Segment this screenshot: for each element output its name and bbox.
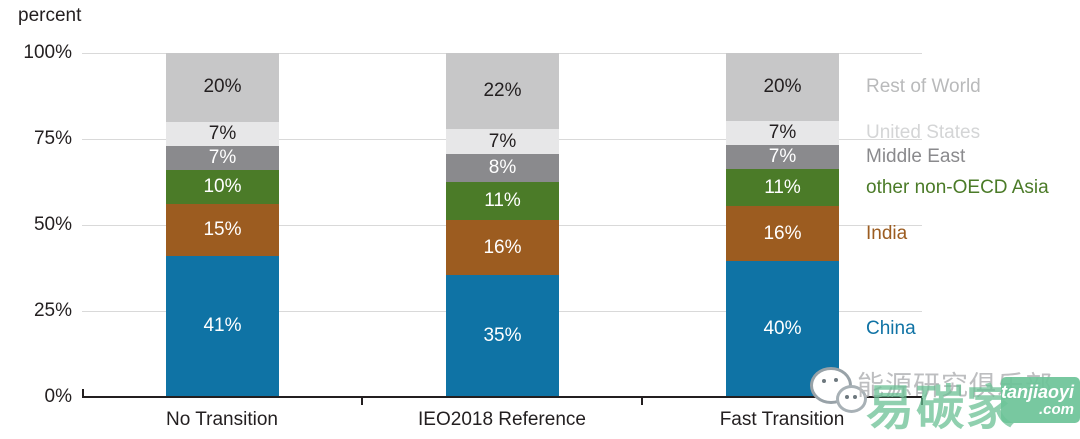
bar-segment-china: 35% [446,275,559,397]
bar-segment-rest-of-world: 20% [166,53,279,122]
y-axis-title: percent [18,5,82,26]
segment-value-label: 7% [208,122,237,144]
x-axis-tick-2 [641,398,643,405]
segment-value-label: 16% [763,222,802,244]
legend-item-asia: other non-OECD Asia [866,177,1049,198]
segment-value-label: 22% [483,80,522,102]
legend-item-india: India [866,223,908,244]
bar-segment-asia: 10% [166,169,279,205]
x-axis-label-3: Fast Transition [719,409,845,430]
segment-value-label: 15% [203,219,242,241]
stacked-bar-1: 41% 15% 10% 7% 7% 20% [166,53,279,397]
y-tick-label-100: 100% [23,42,72,63]
bar-segment-rest-of-world: 20% [726,53,839,122]
x-axis-tick-3 [921,398,923,405]
bar-segment-us: 7% [726,121,839,145]
x-axis-left-stub [82,389,84,396]
watermark-domain-badge: tanjiaoyi .com [1001,377,1080,423]
legend-item-middle-east: Middle East [866,146,966,167]
bar-segment-asia: 11% [726,168,839,207]
bar-segment-middle-east: 8% [446,153,559,182]
bar-segment-us: 7% [446,129,559,154]
segment-value-label: 11% [484,189,521,211]
bar-segment-middle-east: 7% [166,145,279,170]
segment-value-label: 7% [488,130,517,152]
x-axis-tick-1 [361,398,363,405]
wechat-bubble-small [836,385,867,413]
bar-segment-rest-of-world: 22% [446,53,559,130]
segment-value-label: 40% [763,317,802,339]
segment-value-label: 8% [488,156,517,178]
x-axis-label-2: IEO2018 Reference [418,409,586,430]
bar-segment-us: 7% [166,121,279,146]
y-tick-label-75: 75% [33,128,72,149]
segment-value-label: 7% [768,122,797,144]
legend-item-us: United States [866,122,981,143]
y-tick-label-0: 0% [44,386,72,407]
x-axis-line [82,396,922,398]
legend-item-rest-of-world: Rest of World [866,76,981,97]
segment-value-label: 7% [768,145,797,167]
segment-value-label: 35% [483,325,522,347]
bar-segment-asia: 11% [446,181,559,220]
segment-value-label: 10% [203,176,242,198]
x-axis-label-1: No Transition [166,409,278,430]
legend-item-china: China [866,318,916,339]
segment-value-label: 20% [203,76,242,98]
watermark-brand-text: 易碳家 [866,382,1017,435]
segment-value-label: 11% [764,176,801,198]
segment-value-label: 20% [763,76,802,98]
bar-segment-middle-east: 7% [726,144,839,169]
y-tick-label-50: 50% [33,214,72,235]
bar-segment-india: 16% [446,219,559,276]
segment-value-label: 7% [208,146,237,168]
segment-value-label: 16% [483,236,522,258]
bar-segment-india: 16% [726,206,839,261]
stacked-bar-2: 35% 16% 11% 8% 7% 22% [446,53,559,397]
watermark-domain-tld: .com [1038,400,1074,418]
bar-segment-china: 41% [166,255,279,397]
segment-value-label: 41% [203,315,242,337]
y-tick-label-25: 25% [33,300,72,321]
watermark-domain-name: tanjiaoyi [1000,381,1074,402]
stacked-bar-3: 40% 16% 11% 7% 7% 20% [726,53,839,397]
bar-segment-india: 15% [166,204,279,256]
wechat-icon [806,363,868,415]
